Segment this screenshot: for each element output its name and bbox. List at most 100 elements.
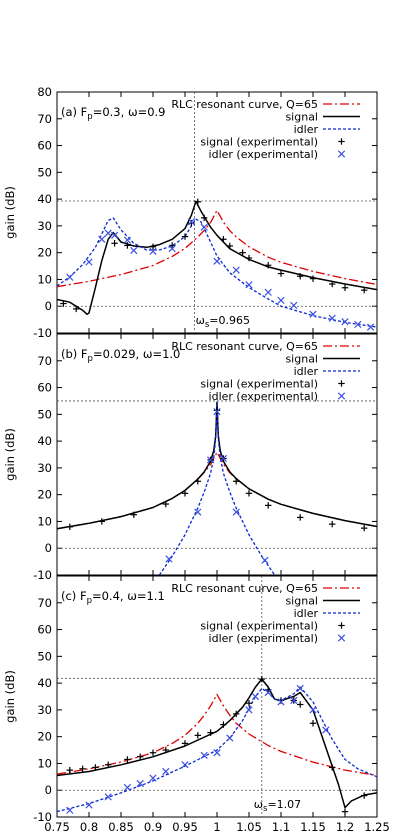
x-tick-label: 1.2 xyxy=(336,820,354,834)
marker-plus xyxy=(297,514,304,521)
marker-cross xyxy=(213,257,221,265)
marker-plus xyxy=(124,756,131,763)
marker-plus xyxy=(124,242,131,249)
y-tick-label: 30 xyxy=(37,219,52,233)
marker-plus xyxy=(149,749,157,756)
marker-plus xyxy=(233,478,240,485)
x-tick-label: 0.9 xyxy=(144,820,162,834)
legend-label: signal (experimental) xyxy=(200,378,318,391)
marker-cross xyxy=(149,774,157,782)
marker-plus xyxy=(60,300,67,307)
marker-cross xyxy=(232,266,240,274)
legend-label: idler (experimental) xyxy=(209,148,318,161)
marker-plus xyxy=(162,500,169,508)
x-tick-label: 0.75 xyxy=(44,820,70,834)
marker-cross xyxy=(309,310,317,318)
legend-label: idler (experimental) xyxy=(209,632,318,645)
marker-plus xyxy=(245,254,253,262)
marker-plus xyxy=(265,262,272,269)
marker-cross xyxy=(277,296,285,304)
marker-plus xyxy=(297,701,304,708)
marker-plus xyxy=(181,490,189,497)
marker-plus xyxy=(309,275,317,282)
panel-label: (b) Fp=0.029, ω=1.0 xyxy=(61,347,180,364)
marker-cross xyxy=(165,555,173,563)
legend-swatch xyxy=(337,392,346,400)
marker-plus xyxy=(201,214,208,222)
marker-cross xyxy=(66,273,74,281)
marker-plus xyxy=(309,720,317,727)
y-tick-label: 20 xyxy=(37,488,52,502)
marker-cross xyxy=(264,688,272,697)
marker-cross xyxy=(309,706,317,714)
marker-plus xyxy=(233,710,240,718)
marker-cross xyxy=(85,258,93,266)
marker-plus xyxy=(361,524,368,532)
x-tick-label: 0.95 xyxy=(172,820,198,834)
x-tick-label: 0.85 xyxy=(108,820,134,834)
y-tick-label: 10 xyxy=(37,272,52,286)
marker-cross xyxy=(213,408,221,416)
marker-plus xyxy=(79,765,86,772)
marker-plus xyxy=(66,523,73,530)
legend-swatch xyxy=(337,150,346,158)
marker-plus xyxy=(111,240,118,247)
plot-frame xyxy=(56,575,378,818)
legend-label: RLC resonant curve, Q=65 xyxy=(171,340,318,353)
y-tick-label: 70 xyxy=(37,354,52,368)
y-tick-label: 40 xyxy=(37,434,52,448)
marker-cross xyxy=(200,751,208,760)
marker-cross xyxy=(251,692,260,701)
marker-cross xyxy=(66,806,74,814)
marker-cross xyxy=(264,288,272,296)
data-area xyxy=(57,400,377,575)
marker-plus xyxy=(226,242,233,250)
y-tick-label: 70 xyxy=(37,112,52,126)
marker-cross xyxy=(232,508,240,516)
y-tick-label: 20 xyxy=(37,246,52,260)
marker-plus xyxy=(194,198,201,205)
marker-plus xyxy=(105,761,112,768)
legend-label: signal xyxy=(285,595,318,608)
marker-plus xyxy=(361,286,368,294)
marker-cross xyxy=(194,508,202,516)
marker-cross xyxy=(200,223,208,231)
legend-swatch xyxy=(337,634,346,642)
x-tick-label: 1 xyxy=(213,820,220,834)
x-tick-label: 1.05 xyxy=(236,820,262,834)
marker-cross xyxy=(290,301,298,310)
marker-cross xyxy=(296,684,304,693)
marker-plus xyxy=(239,249,246,256)
marker-plus xyxy=(361,792,368,799)
marker-cross xyxy=(261,556,269,564)
marker-cross xyxy=(213,749,221,757)
marker-plus xyxy=(181,740,189,747)
marker-plus xyxy=(194,732,201,739)
marker-plus xyxy=(341,284,349,291)
marker-plus xyxy=(98,518,105,525)
marker-plus xyxy=(220,236,227,243)
series-line-idler xyxy=(57,686,377,813)
marker-cross xyxy=(187,218,196,226)
series-line-rlc xyxy=(57,209,377,288)
y-tick-label: 50 xyxy=(37,165,52,179)
x-tick-label: 1.1 xyxy=(272,820,290,834)
y-tick-label: 50 xyxy=(37,649,52,663)
vline-annotation: ωs=1.07 xyxy=(254,798,301,814)
marker-cross xyxy=(322,726,330,734)
marker-plus xyxy=(245,490,253,497)
legend-swatch xyxy=(338,138,345,145)
legend-label: idler xyxy=(294,123,319,136)
marker-plus xyxy=(137,753,144,760)
marker-plus xyxy=(297,273,304,280)
marker-cross xyxy=(181,761,189,769)
y-tick-label: 80 xyxy=(37,85,52,99)
marker-plus xyxy=(220,721,227,728)
panel-label: (a) Fp=0.3, ω=0.9 xyxy=(61,105,166,122)
marker-cross xyxy=(110,231,119,239)
y-tick-label: 40 xyxy=(37,676,52,690)
x-tick-label: 1.25 xyxy=(364,820,390,834)
y-tick-label: 0 xyxy=(45,299,52,313)
legend-label: idler xyxy=(294,607,319,620)
legend-label: RLC resonant curve, Q=65 xyxy=(171,98,318,111)
